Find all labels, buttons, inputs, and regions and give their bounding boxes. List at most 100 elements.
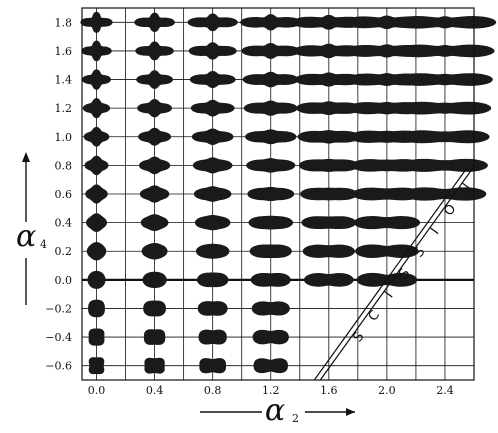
nuclear-shape xyxy=(248,215,294,230)
nuclear-shape xyxy=(195,243,230,259)
nuclear-shape xyxy=(82,69,111,90)
nuclear-shape xyxy=(137,98,173,118)
scission-letter: I xyxy=(382,289,396,301)
nuclear-shape xyxy=(241,42,301,59)
x-tick-label: 1.2 xyxy=(262,384,280,397)
nuclear-shape xyxy=(142,271,167,288)
nuclear-shape xyxy=(401,158,488,172)
nuclear-shape xyxy=(247,186,295,202)
nuclear-shape xyxy=(396,73,493,86)
nuclear-shape xyxy=(189,70,236,89)
nuclear-shapes xyxy=(80,11,497,375)
nuclear-shape xyxy=(138,156,171,175)
nuclear-shape xyxy=(188,42,237,60)
nuclear-shape xyxy=(191,128,234,145)
x-tick-label: 0.8 xyxy=(204,384,222,397)
plot-frame xyxy=(81,7,475,381)
nuclear-shape xyxy=(246,158,296,173)
nuclear-shape xyxy=(352,187,422,201)
nuclear-shape xyxy=(140,214,169,232)
nuclear-shape xyxy=(297,130,361,144)
tick-labels: 1.8 1.6 1.4 1.2 1.0 0.8 0.6 0.4 0.2 0.0 −0.2 −0.4 −0… xyxy=(45,16,453,397)
nuclear-shape xyxy=(291,14,366,30)
nuclear-shape xyxy=(84,155,109,176)
nuclear-shape xyxy=(134,12,175,32)
nuclear-shape xyxy=(298,158,359,172)
nuclear-shape xyxy=(187,13,238,32)
nuclear-shape xyxy=(135,41,174,61)
scission-letter: S xyxy=(411,245,428,260)
nuclear-shape xyxy=(136,70,174,89)
nuclear-shape xyxy=(192,157,233,174)
nuclear-shape xyxy=(88,328,105,346)
y-tick-label: 1.8 xyxy=(55,16,73,29)
scission-letter: S xyxy=(350,330,367,345)
axis-labels: α 2α 4 xyxy=(16,152,355,428)
y-tick-label: −0.4 xyxy=(45,331,72,344)
nuclear-shape xyxy=(197,301,228,316)
y-tick-label: 0.6 xyxy=(55,188,73,201)
nuclear-shape xyxy=(252,329,289,345)
nuclear-shape xyxy=(138,127,172,146)
y-tick-label: 1.0 xyxy=(55,131,73,144)
nuclear-shape xyxy=(139,185,170,203)
nuclear-shape xyxy=(293,43,365,59)
nuclear-shape xyxy=(296,101,362,116)
nuclear-shape xyxy=(300,187,358,201)
y-tick-label: −0.2 xyxy=(45,302,72,315)
nuclear-shape xyxy=(294,72,363,87)
nuclear-shape xyxy=(199,358,226,374)
nuclear-shape xyxy=(395,44,495,58)
x-tick-label: 1.6 xyxy=(320,384,338,397)
y-tick-label: 1.4 xyxy=(55,74,73,87)
scission-letter: O xyxy=(441,202,459,219)
x-axis-label: α xyxy=(265,393,285,428)
scission-line-outer xyxy=(319,167,474,381)
x-tick-label: 2.4 xyxy=(436,384,454,397)
nuclear-shape xyxy=(194,214,231,231)
nuclear-shape xyxy=(144,357,165,374)
nuclear-shape xyxy=(240,14,302,31)
nuclear-shape xyxy=(400,130,490,144)
plot-border xyxy=(81,7,475,381)
nuclear-shape xyxy=(243,100,298,116)
x-tick-label: 0.4 xyxy=(146,384,164,397)
nuclear-shape xyxy=(143,329,166,345)
nuclear-shape xyxy=(393,16,497,29)
y-tick-label: 0.0 xyxy=(55,274,73,287)
y-tick-label: 1.2 xyxy=(55,102,73,115)
nuclear-shape xyxy=(355,244,419,258)
nuclear-shape xyxy=(82,98,111,119)
y-axis-label: α xyxy=(16,219,36,254)
nuclear-shape xyxy=(80,11,113,33)
scission-letter: I xyxy=(428,226,442,238)
nuclear-shape xyxy=(88,357,105,375)
nuclear-shape xyxy=(143,300,166,317)
y-axis-subscript: 4 xyxy=(40,238,47,251)
x-tick-label: 0.0 xyxy=(88,384,106,397)
nuclear-shape xyxy=(88,299,105,318)
nuclear-shape xyxy=(83,126,110,147)
x-tick-label: 2.0 xyxy=(378,384,396,397)
nuclear-shape xyxy=(398,101,492,115)
nuclear-shape xyxy=(249,244,292,258)
nuclear-shape xyxy=(250,272,291,287)
x-arrow-head xyxy=(346,408,355,416)
nuclear-shape xyxy=(244,129,297,145)
scission-line xyxy=(313,167,468,381)
nuclear-shape xyxy=(190,99,235,117)
nuclear-shape xyxy=(303,273,354,287)
nuclear-shape xyxy=(81,40,112,62)
nuclear-shape xyxy=(353,216,421,230)
y-tick-label: 0.2 xyxy=(55,245,73,258)
nuclear-shape xyxy=(253,358,288,374)
nuclear-shape xyxy=(141,242,168,260)
nuclear-shape xyxy=(87,270,106,289)
y-tick-label: 0.8 xyxy=(55,159,73,172)
nuclear-shape xyxy=(193,186,232,202)
y-tick-label: 1.6 xyxy=(55,45,73,58)
scission-letter: C xyxy=(366,308,383,324)
nuclear-shape xyxy=(85,184,108,204)
nuclear-shape xyxy=(196,272,229,288)
